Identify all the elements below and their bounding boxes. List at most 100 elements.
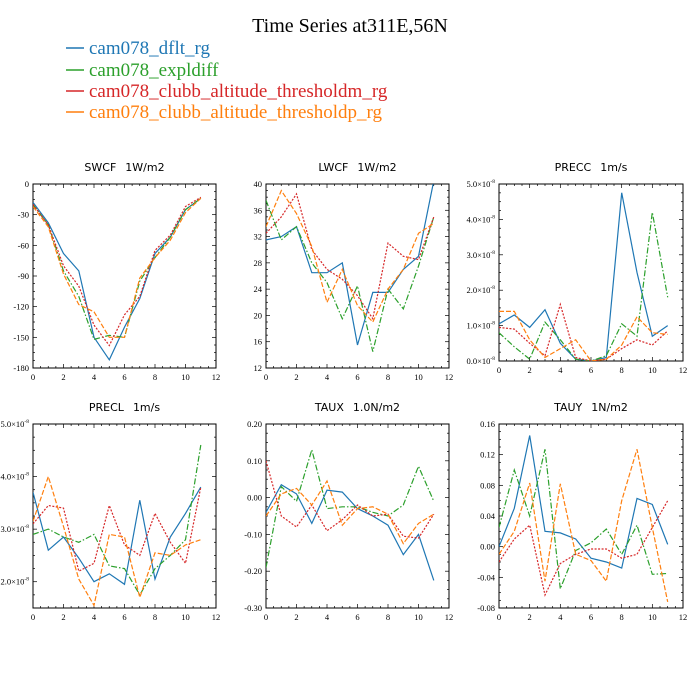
legend-item: cam078_clubb_altitude_thresholdm_rg [66,81,388,102]
x-tick-label: 2 [528,612,532,622]
y-tick-label: -30 [18,210,29,220]
y-tick-label: 0 [25,179,29,189]
x-tick-label: 0 [31,372,35,382]
y-tick-label: 3.0×10-8 [466,250,495,260]
x-tick-label: 4 [558,612,563,622]
panel-title-name: SWCF [84,161,116,174]
panel-title-units: 1N/m2 [591,401,628,414]
y-tick-label: -0.30 [244,603,262,613]
plot-frame [32,183,217,369]
legend-item: cam078_clubb_altitude_thresholdp_rg [66,102,383,123]
x-tick-label: 6 [355,612,359,622]
series-line-cam078_expldiff [33,197,202,341]
x-tick-label: 4 [325,612,330,622]
y-tick-text: -30 [18,210,29,220]
x-tick-label: 2 [61,612,65,622]
y-tick-label: 0.16 [480,419,495,429]
series-line-cam078_dflt_rg [266,483,435,581]
series-line-cam078_dflt_rg [499,435,669,569]
y-tick-label: 0.20 [247,419,262,429]
x-tick-label: 8 [386,372,390,382]
x-tick-label: 2 [61,372,65,382]
x-tick-label: 6 [589,365,593,375]
y-tick-text: 5.0×10 [466,179,490,189]
y-tick-text: 0.12 [480,450,495,460]
y-tick-text: 2.0×10 [0,577,24,587]
x-tick-label: 0 [264,612,268,622]
y-tick-label: 0.00 [480,542,495,552]
y-tick-label: 28 [254,258,263,268]
x-tick-label: 6 [122,372,126,382]
series-line-cam078_dflt_rg [33,486,202,586]
panel-title-units: 1m/s [133,401,160,414]
y-tick-text: -90 [18,271,29,281]
y-tick-exponent: -8 [490,179,495,185]
x-tick-label: 4 [325,372,330,382]
legend-item: cam078_expldiff [66,60,219,81]
x-tick-label: 6 [355,372,359,382]
y-tick-label: 1.0×10-8 [466,321,495,331]
panel-title-name: LWCF [318,161,348,174]
y-tick-text: 3.0×10 [466,250,490,260]
y-tick-label: -0.20 [244,566,262,576]
panel-title: TAUX 1.0N/m2 [314,401,400,414]
y-tick-label: 0.00 [247,493,262,503]
x-tick-label: 12 [679,612,688,622]
series-line-cam078_expldiff [499,212,669,361]
y-tick-exponent: -8 [24,472,29,478]
x-tick-label: 10 [181,612,190,622]
y-tick-text: 32 [254,232,263,242]
x-tick-label: 8 [620,365,624,375]
panel-title: SWCF 1W/m2 [84,161,164,174]
series-line-cam078_clubb_altitude_thresholdp_rg [266,189,435,324]
x-tick-label: 12 [445,612,454,622]
y-tick-exponent: -8 [490,250,495,256]
y-tick-text: -0.20 [244,566,262,576]
panel-tauy: TAUY 1N/m2 0 2 4 6 8 10 12 0.16 0.12 0.08 0.04 0.00 -0… [477,401,687,622]
x-tick-label: 8 [153,612,157,622]
y-tick-text: -0.10 [244,529,262,539]
y-tick-text: 16 [254,337,263,347]
y-tick-text: 2.0×10 [466,285,490,295]
y-tick-label: 24 [254,284,263,294]
y-tick-text: -180 [13,363,29,373]
series-line-cam078_expldiff [266,200,435,352]
y-tick-exponent: -8 [24,577,29,583]
series-line-cam078_clubb_altitude_thresholdp_rg [33,197,202,338]
y-tick-exponent: -8 [490,214,495,220]
y-tick-exponent: -8 [490,285,495,291]
panel-title-units: 1.0N/m2 [353,401,400,414]
y-tick-label: 40 [254,179,263,189]
x-tick-label: 0 [497,612,501,622]
series-line-cam078_expldiff [499,449,668,590]
legend-item: cam078_dflt_rg [66,38,211,59]
plot-frame [265,183,450,369]
y-tick-label: 3.0×10-8 [0,524,29,534]
x-tick-label: 10 [414,372,423,382]
y-tick-exponent: -8 [24,419,29,425]
y-tick-text: 4.0×10 [466,214,490,224]
y-tick-label: 5.0×10-8 [0,419,29,429]
series-line-cam078_clubb_altitude_thresholdp_rg [499,449,669,603]
series-line-cam078_clubb_altitude_thresholdm_rg [33,196,202,347]
y-tick-text: 1.0×10 [466,321,490,331]
x-tick-label: 0 [31,612,35,622]
x-tick-label: 0 [264,372,268,382]
series-line-cam078_clubb_altitude_thresholdm_rg [499,500,669,597]
x-tick-label: 12 [212,612,221,622]
x-tick-label: 2 [294,612,298,622]
x-tick-label: 6 [122,612,126,622]
y-tick-label: -0.08 [477,603,495,613]
y-tick-label: 0.12 [480,450,495,460]
series-line-cam078_clubb_altitude_thresholdp_rg [266,479,435,545]
y-tick-text: 0.04 [480,511,496,521]
y-tick-exponent: -8 [24,524,29,530]
y-tick-label: -150 [13,332,29,342]
series-line-cam078_clubb_altitude_thresholdp_rg [33,474,201,608]
y-tick-label: -0.10 [244,529,262,539]
y-tick-text: 5.0×10 [0,419,24,429]
panel-title-name: PRECC [555,161,592,174]
panel-precl: PRECL 1m/s0 2 4 6 8 10 125.0×10-84.0×10-83.0×10… [0,401,220,622]
y-tick-label: -60 [18,240,29,250]
